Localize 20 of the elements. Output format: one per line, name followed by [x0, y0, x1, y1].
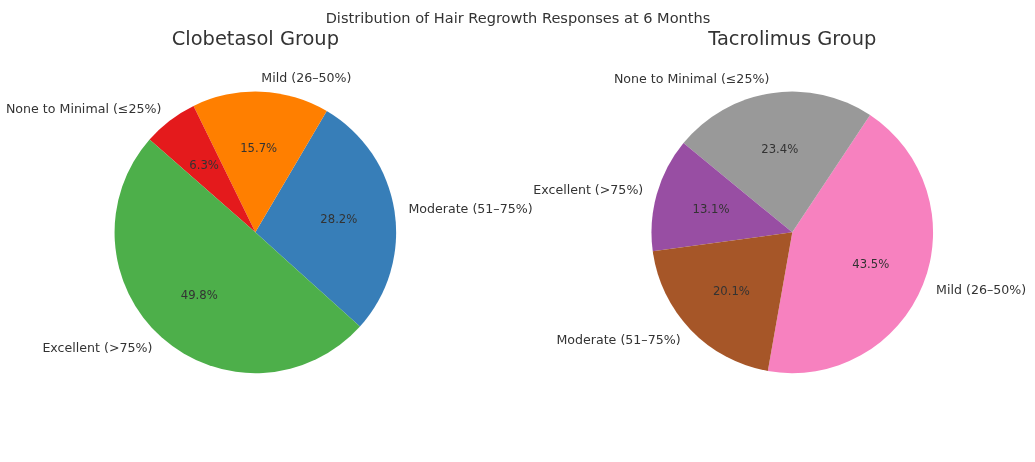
pie-slice — [683, 91, 871, 233]
slice-label: Excellent (>75%) — [42, 339, 153, 355]
chart-subtitle: Distribution of Hair Regrowth Responses at 6 Months — [325, 8, 711, 26]
chart-title: Tacrolimus Group — [707, 26, 877, 50]
slice-label: Moderate (51–75%) — [408, 200, 533, 216]
slice-label: Moderate (51–75%) — [556, 331, 681, 347]
data-label: 6.3% — [189, 158, 219, 173]
data-label: 49.8% — [180, 288, 218, 303]
slice-label: None to Minimal (≤25%) — [5, 101, 162, 117]
data-label: 15.7% — [240, 140, 278, 155]
data-label: 23.4% — [761, 141, 799, 156]
slice-label: Excellent (>75%) — [533, 181, 644, 197]
data-label: 13.1% — [692, 202, 730, 217]
chart-title: Clobetasol Group — [171, 26, 339, 50]
slice-label: None to Minimal (≤25%) — [613, 71, 770, 87]
slice-label: Mild (26–50%) — [261, 69, 352, 85]
data-label: 43.5% — [852, 256, 890, 271]
slice-label: Mild (26–50%) — [936, 281, 1027, 297]
data-label: 20.1% — [712, 283, 750, 298]
data-label: 28.2% — [320, 212, 358, 227]
